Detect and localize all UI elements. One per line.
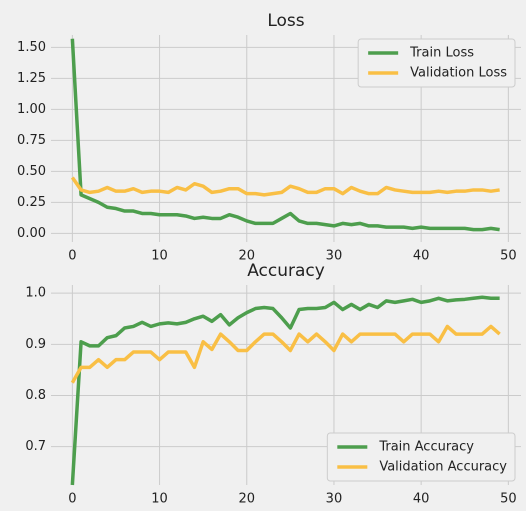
x-tick-label: 20 [238,249,255,264]
x-tick-label: 40 [413,249,430,264]
series-line [70,38,500,232]
y-tick-label: 0.8 [25,388,46,403]
legend-box [326,432,516,482]
legend-label: Validation Loss [410,66,507,81]
y-tick-label: 0.25 [17,195,46,210]
legend-box [357,38,516,88]
x-tick-label: 50 [500,492,517,507]
y-tick-label: 0.9 [25,337,46,352]
x-tick-label: 30 [326,492,343,507]
y-tick-label: 1.00 [17,102,46,117]
y-tick-label: 1.25 [17,71,46,86]
y-tick-label: 0.7 [25,439,46,454]
series-line [70,324,501,384]
chart-title: Loss [267,11,304,31]
series-line [70,295,500,486]
y-tick-label: 1.0 [25,286,46,301]
legend-label: Validation Accuracy [379,460,507,475]
series-line [70,176,500,197]
legend-label: Train Loss [409,46,474,61]
x-tick-label: 30 [326,249,343,264]
y-tick-label: 0.75 [17,133,46,148]
legend-label: Train Accuracy [378,440,474,455]
x-tick-label: 10 [151,249,168,264]
x-tick-label: 40 [413,492,430,507]
y-tick-label: 0.50 [17,164,46,179]
x-tick-label: 50 [500,249,517,264]
x-tick-label: 0 [68,249,76,264]
x-tick-label: 20 [238,492,255,507]
x-tick-label: 0 [68,492,76,507]
x-tick-label: 10 [151,492,168,507]
chart-title: Accuracy [247,261,325,281]
y-tick-label: 1.50 [17,40,46,55]
y-tick-label: 0.00 [17,226,46,241]
